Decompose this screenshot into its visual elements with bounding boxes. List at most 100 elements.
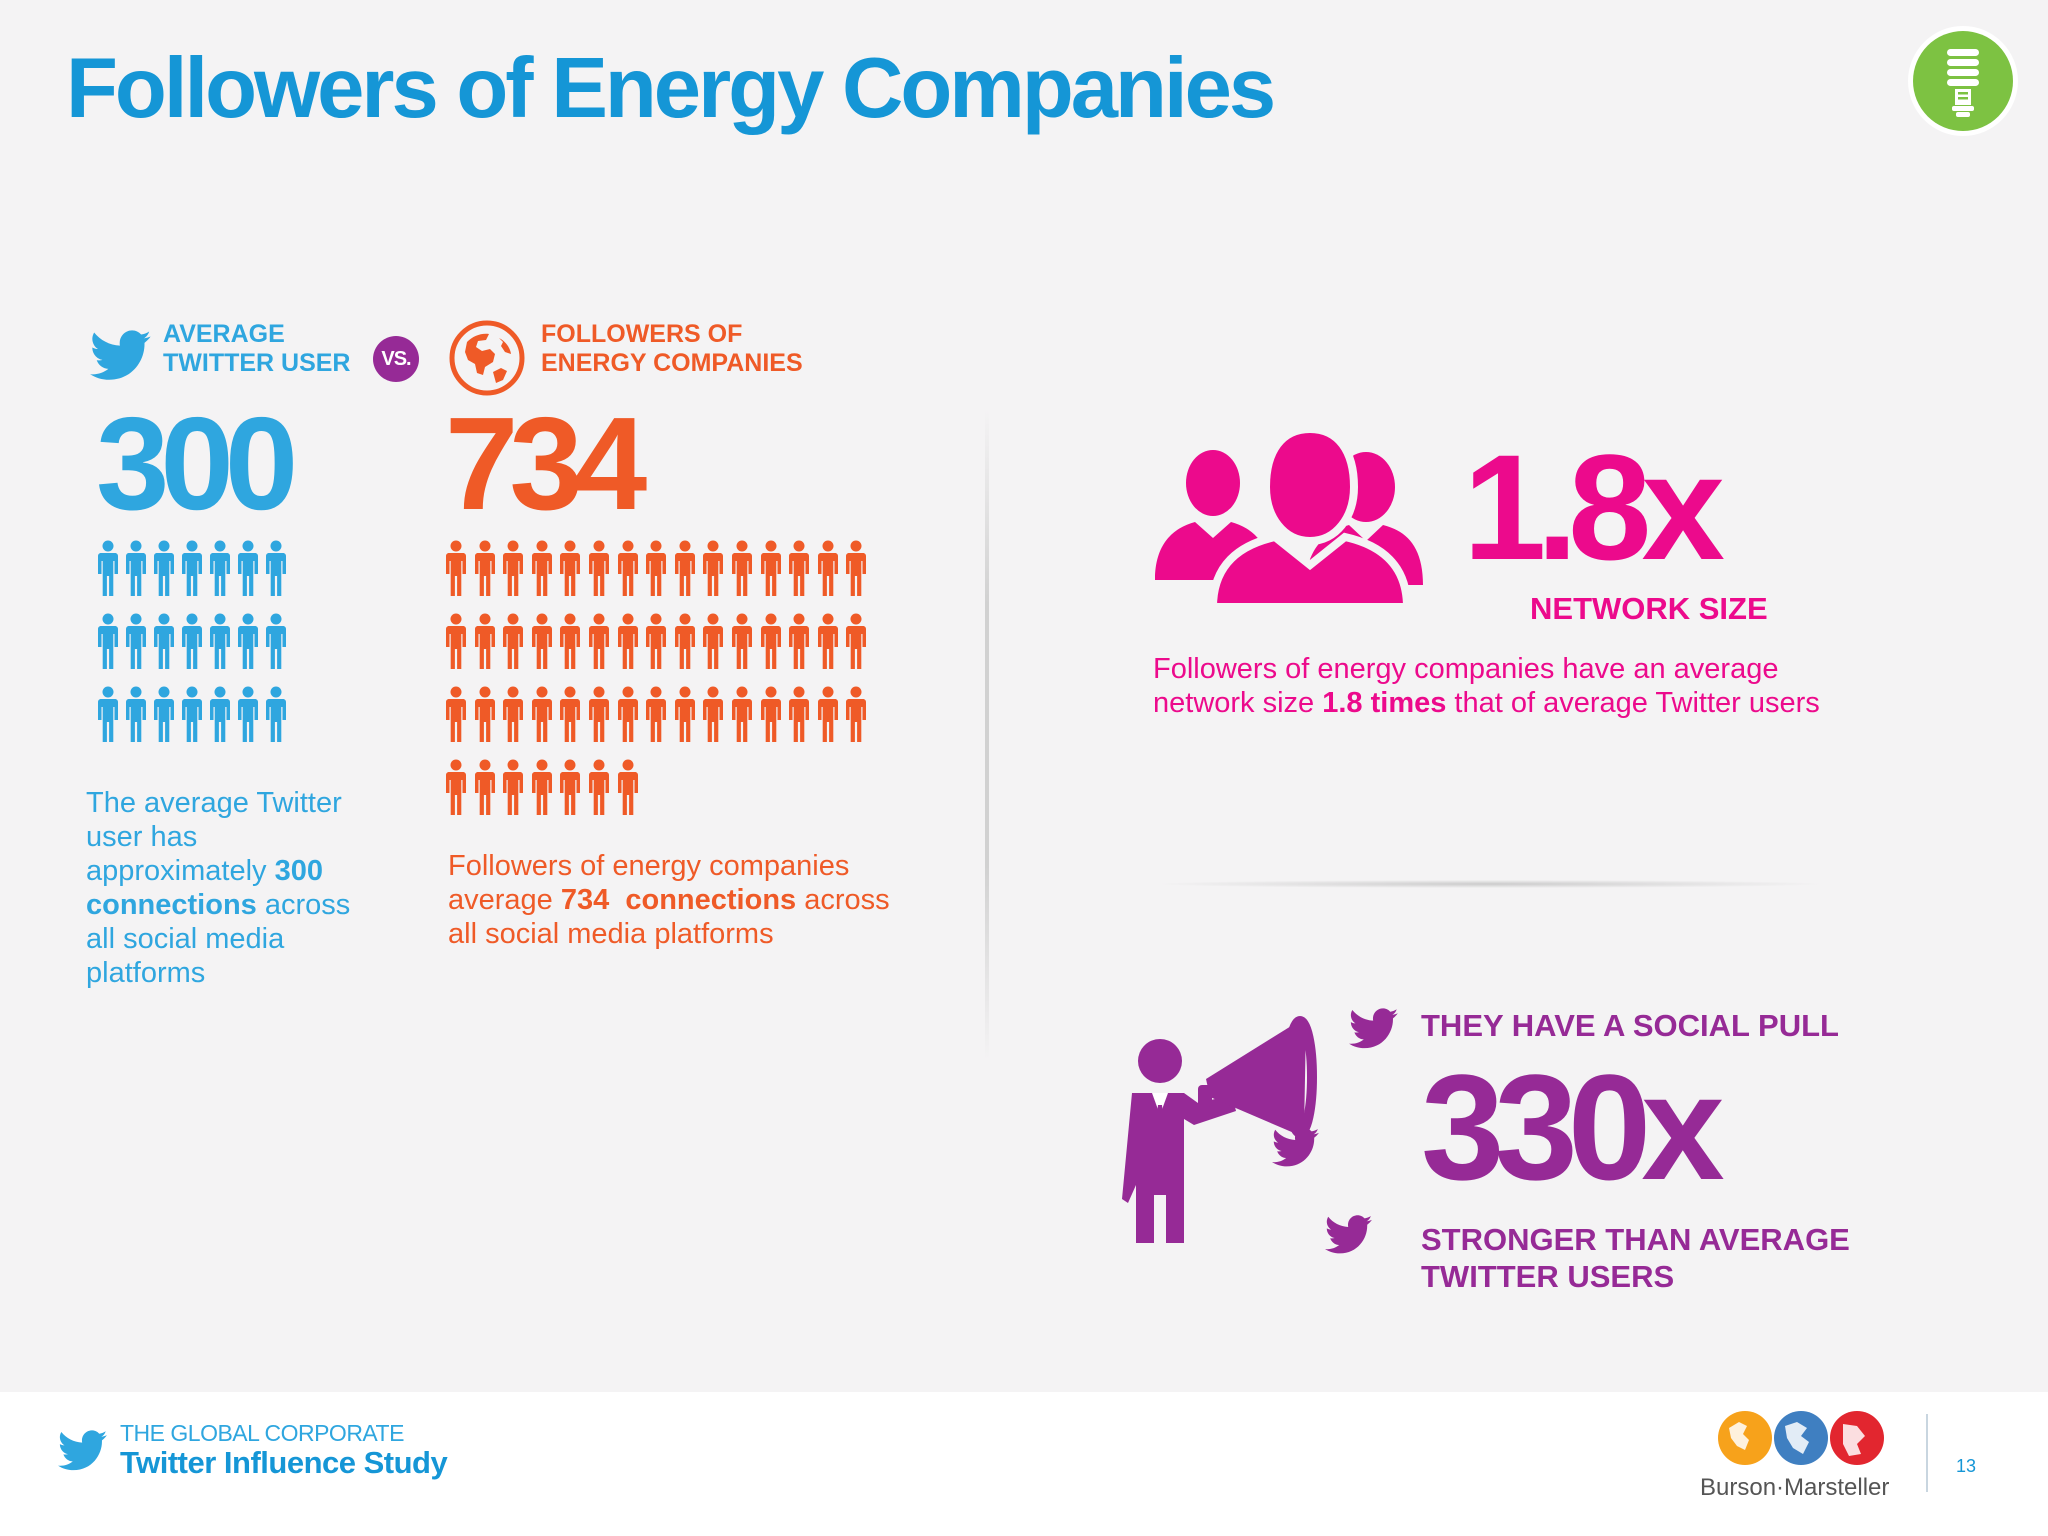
person-icon [474,686,495,742]
person-icon [446,686,466,742]
social-pull-heading: THEY HAVE A SOCIAL PULL [1421,1008,1839,1043]
footer [0,1392,2048,1536]
page-number: 13 [1956,1456,1977,1476]
network-desc-line2: network size 1.8 times that of average T… [1153,687,1820,719]
pictogram-row [446,759,866,815]
network-size-description: Followers of energy companies have an av… [1153,652,1873,720]
person-icon [789,686,810,742]
person-icon [674,613,695,669]
person-icon [703,540,724,596]
person-icon [503,686,524,742]
person-icon [126,540,146,596]
person-icon [789,613,810,669]
network-size-label: NETWORK SIZE [1530,591,1768,626]
lightbulb-icon [1908,26,2018,136]
twitter-user-label-line2: TWITTER USER [163,349,351,377]
footer-divider [1926,1414,1928,1492]
study-label-line1: THE GLOBAL CORPORATE [120,1420,404,1446]
twitter-user-connections-number: 300 [96,390,298,537]
person-icon [646,686,667,742]
person-icon [560,540,581,596]
person-icon [531,759,552,815]
twitter-desc-line6: platforms [86,957,206,989]
person-icon [210,540,230,596]
person-icon [588,540,609,596]
person-icon [817,613,838,669]
person-icon [98,686,118,742]
social-subtitle-line1: STRONGER THAN AVERAGE [1421,1222,1850,1257]
twitter-desc-line3: approximately 300 [86,855,323,887]
network-desc-line1: Followers of energy companies have an av… [1153,653,1779,685]
energy-desc-line1: Followers of energy companies [448,850,850,882]
person-icon [731,613,752,669]
person-icon [154,540,174,596]
social-subtitle-line2: TWITTER USERS [1421,1259,1675,1294]
person-icon [210,686,230,742]
person-icon [182,613,202,669]
twitter-desc-line2: user has [86,821,198,853]
person-icon [98,540,118,596]
person-icon [646,613,667,669]
pictogram-row [98,686,286,742]
person-icon [817,686,838,742]
person-icon [266,686,286,742]
burson-marsteller-globes-logo [1718,1411,1884,1465]
pictogram-row [446,686,867,742]
person-icon [238,613,258,669]
person-icon [617,540,638,596]
page-title: Followers of Energy Companies [66,41,1276,136]
energy-followers-pictogram [446,540,867,832]
person-icon [266,613,286,669]
person-icon [674,540,695,596]
twitter-desc-line4: connections across [86,889,351,921]
energy-followers-description: Followers of energy companies average 73… [448,849,908,951]
study-label-line2: Twitter Influence Study [120,1445,448,1480]
person-icon [154,686,174,742]
pictogram-row [446,613,867,669]
person-icon [210,613,230,669]
person-icon [617,686,638,742]
person-icon [674,686,695,742]
twitter-user-description: The average Twitter user has approximate… [86,786,376,990]
person-icon [531,686,552,742]
globe-icon [449,320,525,396]
person-icon [182,686,202,742]
twitter-bird-icon [1325,1215,1373,1254]
person-icon [560,686,581,742]
person-icon [846,540,867,596]
group-people-icon [1155,425,1423,607]
person-icon [560,613,581,669]
person-icon [560,759,581,815]
person-icon [531,613,552,669]
person-icon [760,540,781,596]
person-icon [503,540,524,596]
person-icon [446,613,466,669]
twitter-desc-line1: The average Twitter [86,787,342,819]
person-icon [731,686,752,742]
person-icon [98,613,118,669]
person-icon [760,686,781,742]
person-icon [588,686,609,742]
energy-desc-line3: all social media platforms [448,918,774,950]
burson-marsteller-logo-text: Burson·Marsteller [1700,1474,1890,1501]
vs-label: VS. [381,347,411,370]
twitter-bird-icon [1272,1128,1320,1167]
section-divider [985,410,989,1060]
person-icon [846,613,867,669]
person-icon [617,759,638,815]
energy-followers-label-line2: ENERGY COMPANIES [541,349,803,377]
person-icon [703,613,724,669]
person-icon [266,540,286,596]
twitter-user-pictogram [98,540,286,759]
person-icon [446,540,466,596]
vs-badge: VS. [373,336,419,382]
person-icon [531,540,552,596]
twitter-desc-line5: all social media [86,923,285,955]
person-icon [474,613,495,669]
person-icon [182,540,202,596]
person-icon [503,613,524,669]
person-icon [503,759,524,815]
network-size-multiplier: 1.8x [1463,423,1725,591]
person-icon [731,540,752,596]
person-icon [126,686,146,742]
